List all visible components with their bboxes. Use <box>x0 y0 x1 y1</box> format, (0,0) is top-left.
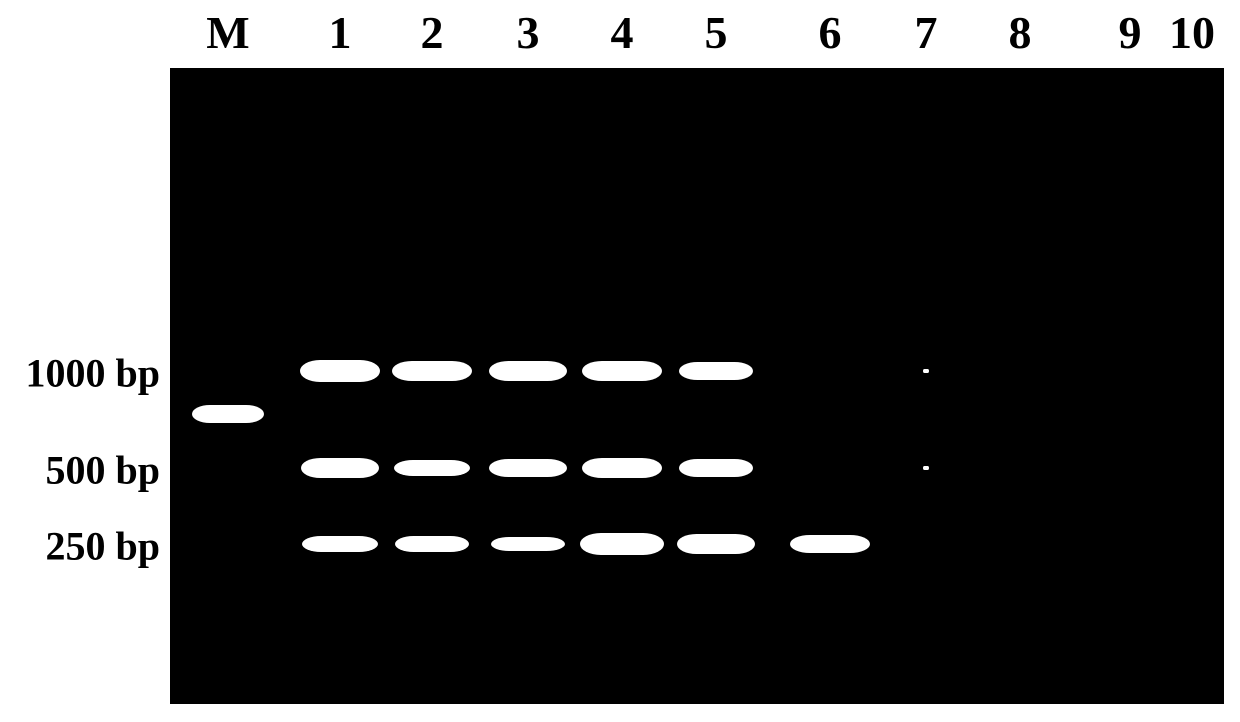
gel-band <box>489 459 567 477</box>
lane-label: 7 <box>886 6 966 59</box>
gel-band <box>489 361 567 381</box>
size-marker-label: 1000 bp <box>0 350 160 397</box>
gel-band <box>392 361 472 381</box>
gel-band <box>394 460 470 476</box>
gel-band <box>679 459 753 477</box>
lane-label: 1 <box>300 6 380 59</box>
gel-band <box>301 458 379 478</box>
lane-label: 4 <box>582 6 662 59</box>
gel-band <box>302 536 378 552</box>
gel-band <box>582 458 662 478</box>
gel-band <box>580 533 664 555</box>
gel-band <box>491 537 565 551</box>
gel-image <box>170 68 1224 704</box>
lane-label: 5 <box>676 6 756 59</box>
lane-label: M <box>188 6 268 59</box>
gel-band <box>923 466 929 470</box>
size-marker-label: 250 bp <box>0 523 160 570</box>
size-marker-label: 500 bp <box>0 447 160 494</box>
lane-label: 2 <box>392 6 472 59</box>
lane-label: 3 <box>488 6 568 59</box>
gel-band <box>582 361 662 381</box>
gel-band <box>923 369 929 373</box>
lane-label: 8 <box>980 6 1060 59</box>
gel-figure: M12345678910 1000 bp 500 bp 250 bp <box>0 0 1240 722</box>
gel-band <box>192 405 264 423</box>
gel-band <box>677 534 755 554</box>
lane-label: 10 <box>1152 6 1232 59</box>
lane-labels-row: M12345678910 <box>170 6 1240 66</box>
lane-label: 6 <box>790 6 870 59</box>
gel-band <box>790 535 870 553</box>
gel-band <box>679 362 753 380</box>
gel-band <box>395 536 469 552</box>
gel-band <box>300 360 380 382</box>
